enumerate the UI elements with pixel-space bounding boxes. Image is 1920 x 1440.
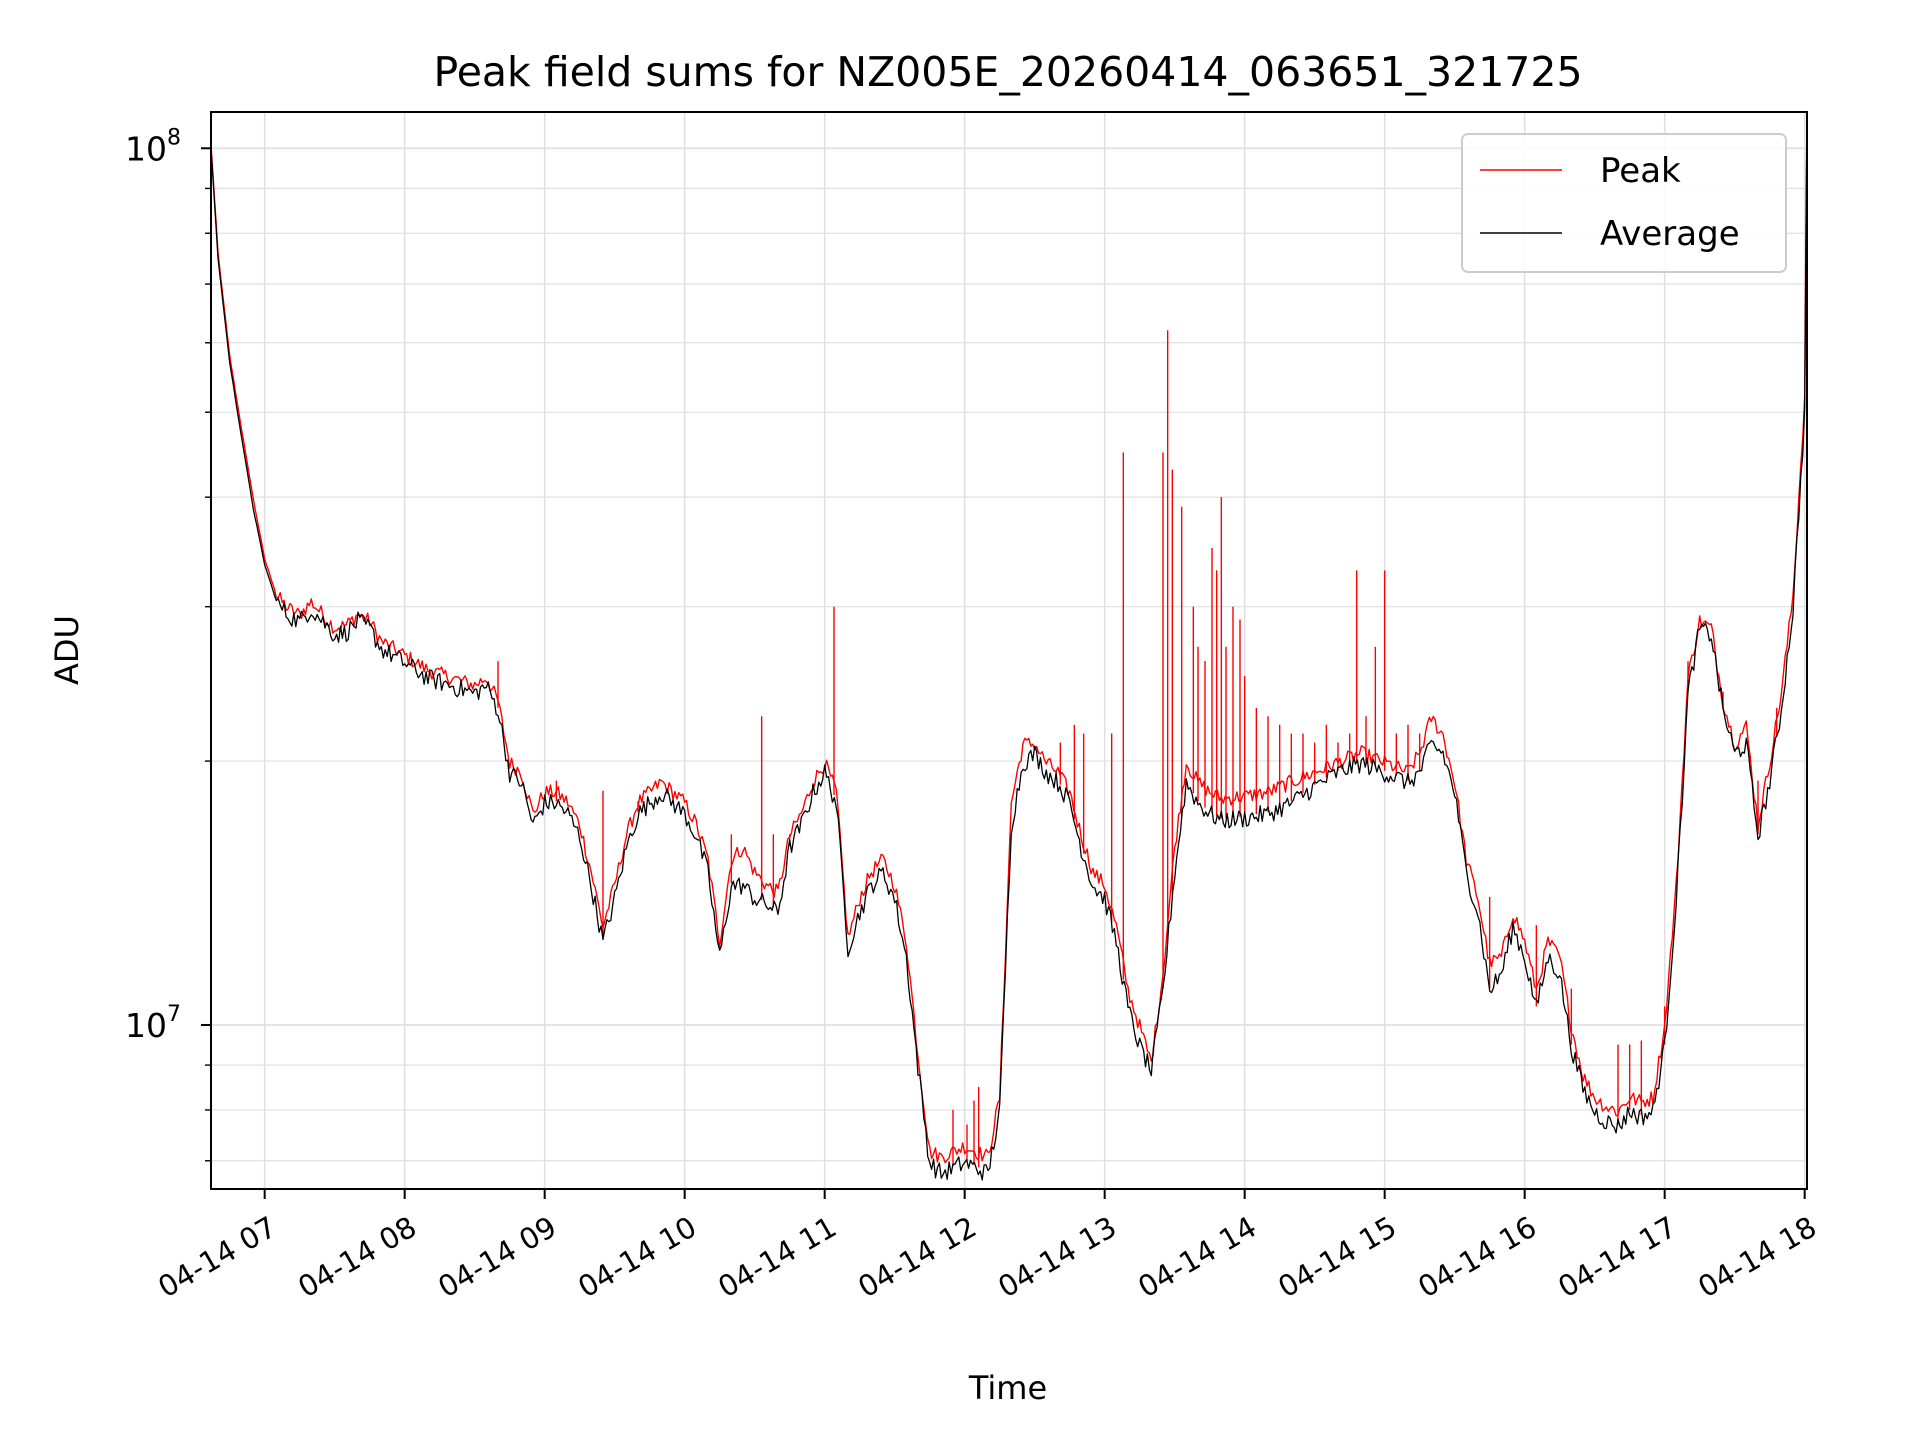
series-average-line	[211, 112, 1807, 1181]
plot-area-frame	[210, 111, 1808, 1190]
y-tick-label: 107	[125, 1002, 181, 1045]
legend-average-label: Average	[1600, 214, 1740, 254]
x-axis-title: Time	[968, 1369, 1047, 1407]
y-axis-ticks: 107 108	[125, 125, 211, 1162]
legend-box	[1461, 133, 1787, 273]
series-peak-line	[211, 112, 1807, 1164]
y-tick-label: 108	[125, 125, 181, 168]
y-axis-title: ADU	[48, 615, 86, 685]
legend: Peak Average	[1461, 133, 1787, 273]
legend-peak-label: Peak	[1600, 151, 1681, 191]
series-layer	[211, 112, 1807, 1181]
chart-title: Peak field sums for NZ005E_20260414_0636…	[433, 48, 1582, 96]
